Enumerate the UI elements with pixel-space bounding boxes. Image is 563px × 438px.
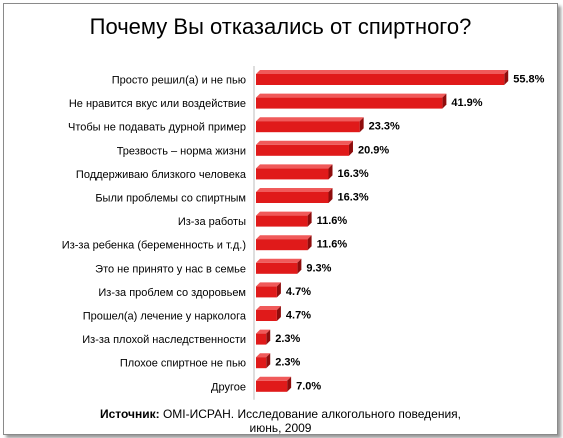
bar [256, 144, 349, 156]
source-note: Источник: ОМI-ИСРАН. Исследование алкого… [4, 407, 557, 435]
bar [256, 215, 308, 227]
source-line-2: июнь, 2009 [249, 421, 312, 435]
category-label: Это не принято у нас в семье [95, 263, 246, 275]
category-label: Трезвость – норма жизни [117, 145, 246, 157]
bar [256, 192, 329, 203]
category-label: Из-за работы [178, 216, 246, 228]
bar-top-face [256, 140, 353, 145]
value-label: 2.3% [275, 333, 300, 345]
bar-group: Из-за ребенка (беременность и т.д.) 11.6% [62, 235, 348, 252]
bar-top-face [256, 188, 333, 192]
bar-group: Из-за плохой наследственности 2.3% [82, 329, 301, 346]
bar [256, 262, 298, 274]
bar-top-face [256, 306, 281, 310]
bar-top-face [256, 164, 333, 169]
bar [256, 74, 505, 85]
bar-top-face [256, 376, 292, 381]
bar-side-face [442, 93, 447, 109]
category-label: Из-за ребенка (беременность и т.д.) [62, 240, 246, 252]
bar-side-face [307, 211, 312, 227]
category-label: Были проблемы со спиртным [95, 193, 246, 205]
bar-side-face [328, 188, 333, 203]
bar-side-face [266, 329, 271, 345]
chart-frame: Почему Вы отказались от спиртного? Прост… [3, 3, 558, 435]
bar-group: Другое 7.0% [211, 376, 321, 393]
value-label: 16.3% [338, 168, 369, 180]
bar-group: Были проблемы со спиртным 16.3% [95, 188, 369, 205]
value-label: 55.8% [513, 74, 544, 86]
value-label: 2.3% [275, 357, 300, 369]
category-label: Плохое спиртное не пью [120, 358, 246, 370]
value-label: 4.7% [286, 286, 311, 298]
category-label: Просто решил(а) и не пью [112, 75, 246, 87]
bar-group: Это не принято у нас в семье 9.3% [95, 258, 332, 275]
bar [256, 97, 443, 109]
chart-title: Почему Вы отказались от спиртного? [89, 14, 472, 39]
bar-top-face [256, 235, 312, 240]
value-label: 11.6% [317, 215, 348, 227]
bar-side-face [307, 235, 312, 251]
bar [256, 121, 360, 133]
source-line-1: ОМI-ИСРАН. Исследование алкогольного пов… [159, 407, 462, 421]
bar-top-face [256, 258, 302, 263]
category-label: Из-за плохой наследственности [82, 334, 246, 346]
bar-side-face [297, 258, 302, 274]
bar-top-face [256, 211, 312, 216]
bar-group: Из-за проблем со здоровьем 4.7% [98, 282, 311, 299]
bar [256, 357, 267, 369]
category-label: Прошел(а) лечение у нарколога [83, 311, 247, 323]
bar [256, 239, 308, 251]
bar-top-face [256, 353, 271, 358]
category-label: Чтобы не подавать дурной пример [68, 122, 246, 134]
value-label: 9.3% [306, 262, 331, 274]
bar-side-face [276, 282, 281, 298]
value-label: 4.7% [286, 310, 311, 322]
value-label: 41.9% [451, 97, 482, 109]
bar-top-face [256, 70, 509, 74]
value-label: 23.3% [369, 121, 400, 133]
bar-group: Чтобы не подавать дурной пример 23.3% [68, 117, 400, 134]
category-label: Другое [211, 381, 246, 393]
bar [256, 380, 288, 392]
bar [256, 286, 277, 298]
bar [256, 310, 277, 321]
value-label: 16.3% [338, 192, 369, 204]
bar-side-face [287, 376, 292, 392]
bar-side-face [276, 306, 281, 321]
bar-group: Из-за работы 11.6% [178, 211, 348, 228]
bar [256, 333, 267, 345]
bar-group: Плохое спиртное не пью 2.3% [120, 353, 301, 370]
value-label: 11.6% [317, 239, 348, 251]
category-label: Не нравится вкус или воздействие [69, 98, 246, 110]
bar-top-face [256, 93, 447, 98]
source-label: Источник: [99, 407, 160, 421]
bar-group: Поддерживаю близкого человека 16.3% [76, 164, 369, 181]
value-label: 7.0% [296, 380, 321, 392]
value-label: 20.9% [358, 144, 389, 156]
bar-group: Просто решил(а) и не пью 55.8% [112, 70, 545, 87]
bar-side-face [266, 353, 271, 369]
bar-side-face [504, 70, 509, 85]
bar-group: Трезвость – норма жизни 20.9% [117, 140, 389, 157]
bar-top-face [256, 117, 364, 122]
bar-side-face [348, 140, 353, 156]
bar [256, 168, 329, 180]
bar-top-face [256, 329, 271, 334]
bar-chart: Просто решил(а) и не пью 55.8% Не нравится… [62, 66, 545, 400]
bar-side-face [359, 117, 364, 133]
bar-top-face [256, 282, 281, 287]
category-label: Из-за проблем со здоровьем [98, 287, 246, 299]
bar-group: Прошел(а) лечение у нарколога 4.7% [83, 306, 311, 323]
category-label: Поддерживаю близкого человека [76, 169, 247, 181]
bar-side-face [328, 164, 333, 180]
bar-group: Не нравится вкус или воздействие 41.9% [69, 93, 483, 110]
